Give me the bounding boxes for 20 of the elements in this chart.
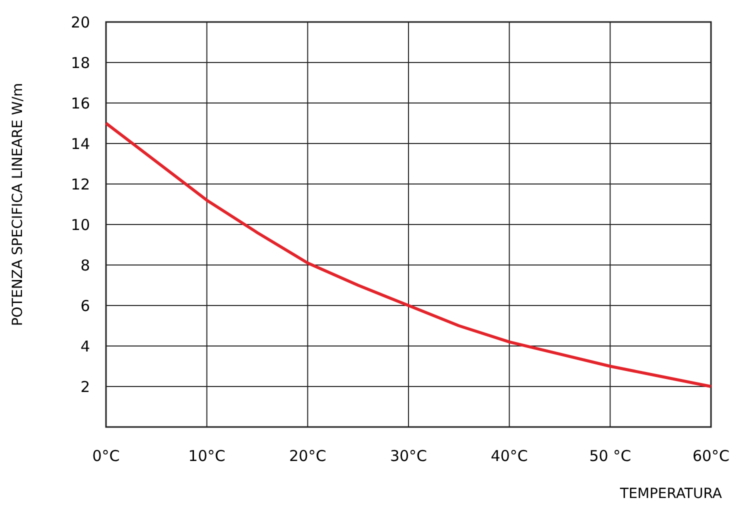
y-tick-label: 16 <box>70 94 90 112</box>
x-tick-label: 10°C <box>188 447 226 465</box>
y-axis-title: POTENZA SPECIFICA LINEARE W/m <box>10 82 26 326</box>
y-tick-label: 20 <box>70 13 90 32</box>
x-tick-label: 60°C <box>692 447 730 465</box>
y-tick-label: 18 <box>70 54 90 72</box>
y-tick-label: 12 <box>70 175 90 194</box>
x-tick-label: 30°C <box>390 447 428 465</box>
y-tick-label: 4 <box>80 337 90 356</box>
y-tick-label: 10 <box>70 216 90 234</box>
y-tick-label: 2 <box>80 378 90 396</box>
line-series <box>104 122 712 388</box>
x-tick-label: 50 °C <box>589 447 632 465</box>
x-tick-label: 0°C <box>92 447 120 465</box>
y-tick-label: 14 <box>70 134 90 153</box>
x-tick-label: 40°C <box>490 447 528 465</box>
x-axis-title: TEMPERATURA <box>619 486 722 502</box>
x-tick-label: 20°C <box>289 447 326 465</box>
y-tick-label: 8 <box>80 256 90 274</box>
y-tick-label: 6 <box>80 296 90 315</box>
